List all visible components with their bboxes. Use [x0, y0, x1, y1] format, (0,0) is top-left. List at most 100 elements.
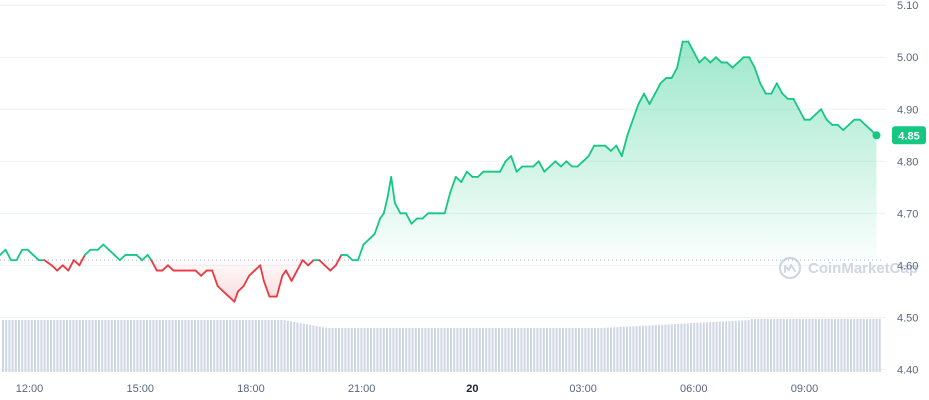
price-line-segment [560, 160, 568, 168]
volume-bar [850, 319, 852, 372]
volume-bar [21, 320, 24, 372]
price-line-segment [465, 170, 474, 178]
volume-bar [840, 319, 843, 372]
volume-bar [770, 319, 772, 372]
volume-bar [789, 319, 792, 372]
volume-bar [875, 319, 878, 372]
volume-bar [843, 319, 846, 372]
volume-bar [706, 322, 708, 372]
volume-bar [155, 320, 158, 372]
volume-bar [222, 320, 225, 372]
y-tick-label: 4.50 [897, 312, 918, 324]
volume-bar [306, 324, 308, 372]
volume-bar [430, 328, 433, 372]
volume-bar [446, 328, 449, 372]
volume-bar [376, 328, 379, 372]
volume-bar [280, 320, 283, 372]
y-tick-label: 4.90 [897, 104, 918, 116]
price-line-segment [113, 254, 121, 262]
volume-bar [341, 328, 344, 372]
volume-bar [331, 328, 334, 372]
x-tick-label: 18:00 [237, 383, 265, 395]
volume-bar [229, 320, 232, 372]
volume-bar [181, 320, 184, 372]
volume-bar [587, 328, 590, 372]
price-line-segment [211, 269, 219, 288]
price-line-segment [477, 170, 485, 178]
price-line-segment [410, 217, 418, 225]
volume-bar [238, 320, 241, 372]
volume-bar [600, 327, 603, 372]
volume-bar [347, 328, 350, 372]
volume-bar [485, 328, 488, 372]
price-line-segment [362, 238, 370, 246]
price-line-segment [290, 269, 298, 282]
volume-bar [139, 320, 142, 372]
volume-bar [123, 320, 126, 372]
volume-bar [680, 323, 683, 372]
watermark-text: CoinMarketCap [808, 260, 918, 277]
price-area [0, 41, 877, 302]
volume-bar [2, 320, 4, 372]
price-line-segment [141, 254, 149, 262]
volume-bar [546, 328, 548, 372]
volume-bar [8, 320, 11, 372]
volume-bar [126, 320, 129, 372]
volume-bar [264, 320, 267, 372]
price-line-segment [296, 259, 304, 272]
price-line-segment [554, 160, 562, 168]
volume-bar [856, 319, 859, 372]
volume-bar [578, 328, 580, 372]
price-line-segment [499, 160, 507, 173]
volume-bar [146, 320, 148, 372]
volume-bar [56, 320, 59, 372]
volume-bar [59, 320, 62, 372]
volume-bar [117, 320, 120, 372]
volume-bar [66, 320, 68, 372]
price-line-segment [405, 212, 413, 225]
volume-bar [78, 320, 81, 372]
volume-bar [613, 327, 616, 372]
volume-bar [597, 328, 600, 372]
volume-bar [184, 320, 187, 372]
volume-bar [677, 323, 680, 372]
volume-bar [853, 319, 856, 372]
volume-bar [645, 325, 648, 372]
volume-bar [866, 319, 868, 372]
price-line-segment [56, 264, 64, 272]
price-line-segment [825, 118, 834, 126]
volume-bar [88, 320, 91, 372]
volume-bar [629, 326, 632, 372]
volume-bar [658, 324, 660, 372]
price-line-segment [858, 118, 867, 126]
volume-bar [571, 328, 574, 372]
volume-bar [133, 320, 136, 372]
price-line-segment [643, 92, 651, 105]
volume-bar [779, 319, 782, 372]
volume-bar [648, 325, 651, 372]
volume-bar [414, 328, 417, 372]
volume-bar [302, 323, 305, 372]
price-line-segment [565, 160, 573, 168]
volume-bar [251, 320, 254, 372]
volume-bar [197, 320, 200, 372]
volume-bar [398, 328, 401, 372]
volume-bar [635, 326, 638, 372]
price-line-segment [620, 134, 629, 157]
volume-bar [136, 320, 139, 372]
current-price-dot [872, 131, 881, 140]
volume-bar [459, 328, 462, 372]
volume-bars [2, 319, 881, 372]
volume-bar [754, 319, 756, 372]
price-line-segment [659, 77, 668, 85]
volume-bar [69, 320, 72, 372]
volume-bar [523, 328, 526, 372]
volume-bar [104, 320, 107, 372]
price-line-segment [781, 92, 789, 100]
volume-bar [91, 320, 94, 372]
x-tick-label: 20 [466, 383, 478, 395]
price-line-segment [582, 155, 590, 163]
volume-bar [286, 320, 289, 372]
volume-bar [187, 320, 190, 372]
